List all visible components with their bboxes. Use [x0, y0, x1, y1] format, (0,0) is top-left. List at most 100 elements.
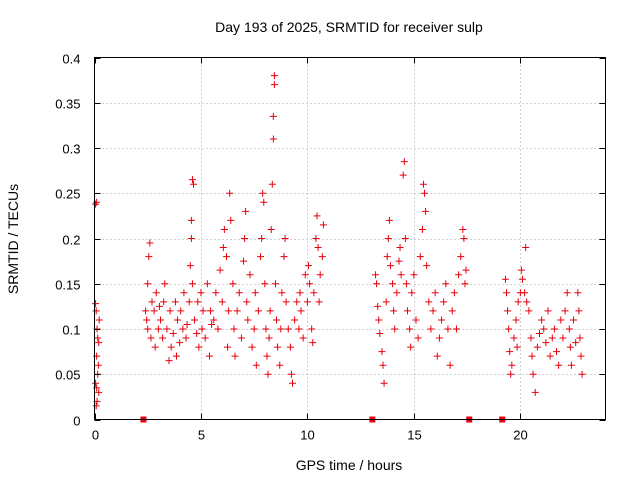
data-point — [241, 235, 249, 242]
data-point — [510, 334, 518, 342]
data-point — [147, 334, 155, 342]
data-point — [266, 307, 274, 315]
data-point — [263, 352, 271, 360]
data-point — [504, 307, 512, 315]
y-tick-label: 0.15 — [55, 278, 80, 293]
data-point — [309, 339, 317, 347]
data-point — [301, 271, 309, 279]
data-point — [559, 334, 567, 342]
data-point — [303, 298, 311, 306]
data-point — [372, 271, 380, 279]
data-point — [242, 207, 250, 215]
y-tick-label: 0 — [73, 414, 80, 429]
data-point — [146, 239, 154, 247]
data-point — [578, 370, 586, 378]
data-point — [304, 262, 312, 270]
data-point — [286, 343, 294, 351]
data-point — [268, 180, 276, 188]
data-point — [295, 325, 303, 333]
data-point — [533, 343, 541, 351]
data-point — [548, 334, 556, 342]
data-point — [243, 298, 251, 306]
data-point — [267, 225, 275, 233]
x-tick-label: 5 — [198, 428, 205, 443]
data-point — [378, 348, 386, 356]
y-tick-label: 0.2 — [62, 233, 80, 248]
data-point — [438, 316, 446, 324]
data-point — [418, 225, 426, 233]
data-point — [410, 271, 418, 279]
data-point — [261, 280, 269, 288]
data-point — [406, 325, 414, 333]
data-point — [264, 370, 272, 378]
data-point — [308, 325, 316, 333]
data-point — [214, 325, 222, 333]
data-point — [314, 244, 322, 252]
data-point — [265, 334, 273, 342]
data-point — [188, 280, 196, 288]
data-point — [448, 307, 456, 315]
data-point — [92, 402, 100, 410]
data-point — [225, 307, 233, 315]
data-point — [315, 298, 323, 306]
data-point — [296, 289, 304, 297]
data-point — [396, 244, 404, 252]
data-point — [379, 361, 387, 369]
data-point — [527, 334, 535, 342]
data-point — [174, 316, 182, 324]
data-point — [220, 225, 228, 233]
x-tick-label: 20 — [513, 428, 527, 443]
data-point — [435, 334, 443, 342]
data-point — [544, 307, 552, 315]
data-point — [172, 352, 180, 360]
data-point — [382, 298, 390, 306]
data-point — [425, 298, 433, 306]
data-point — [512, 316, 520, 324]
data-point — [528, 352, 536, 360]
data-point — [427, 325, 435, 333]
data-point — [319, 221, 327, 229]
x-axis-label: GPS time / hours — [296, 457, 403, 473]
data-point — [442, 280, 450, 288]
data-point — [506, 348, 514, 356]
data-point — [161, 280, 169, 288]
data-point — [270, 72, 278, 80]
data-point — [233, 307, 241, 315]
data-point — [144, 280, 152, 288]
data-point — [318, 253, 326, 261]
data-point — [297, 307, 305, 315]
data-point — [299, 334, 307, 342]
data-point — [313, 212, 321, 220]
data-point — [385, 216, 393, 224]
data-point — [165, 357, 173, 365]
data-point — [226, 189, 234, 197]
data-point — [501, 275, 509, 283]
data-point — [258, 235, 266, 242]
data-point — [395, 257, 403, 265]
data-point — [402, 280, 410, 288]
data-point — [252, 361, 260, 369]
data-point — [148, 298, 156, 306]
data-point — [246, 271, 254, 279]
data-point — [531, 388, 539, 396]
data-point — [281, 235, 289, 242]
plot-frame — [94, 57, 606, 420]
data-point — [391, 325, 399, 333]
data-point — [542, 339, 550, 347]
data-point — [198, 325, 206, 333]
data-point — [271, 280, 279, 288]
data-point — [521, 289, 529, 297]
data-point — [167, 343, 175, 351]
tick-labels: 0 5 10 15 20 0 0.05 0.1 0.15 0.2 0.25 0.3 0.35 0.4 — [55, 52, 528, 443]
data-point — [429, 307, 437, 315]
data-point — [312, 235, 320, 242]
data-point — [433, 352, 441, 360]
data-point — [462, 266, 470, 274]
data-point — [280, 253, 288, 261]
data-point — [143, 316, 151, 324]
data-point — [419, 180, 427, 188]
x-tick-label: 10 — [300, 428, 314, 443]
data-point — [274, 343, 282, 351]
data-point — [160, 298, 168, 306]
